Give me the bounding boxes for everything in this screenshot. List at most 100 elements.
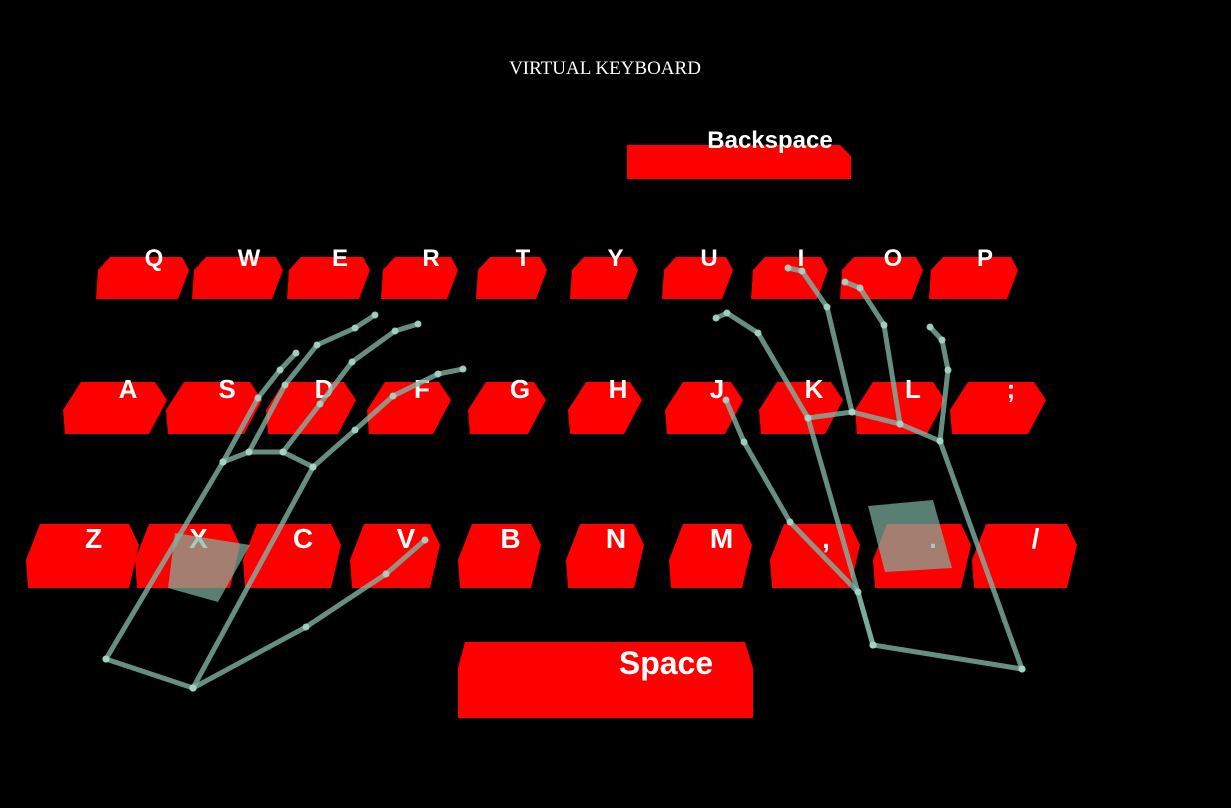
key-d[interactable]: D <box>266 374 356 434</box>
key-slash[interactable]: / <box>972 523 1077 588</box>
key-z[interactable]: Z <box>26 523 139 588</box>
left-hand-joint <box>351 324 359 332</box>
key-y[interactable]: Y <box>570 245 638 299</box>
right-hand-bone <box>713 310 811 421</box>
right-hand-bone <box>927 324 951 444</box>
key-semicolon-cap <box>950 382 1046 434</box>
key-h-label: H <box>609 374 628 404</box>
right-hand-joint <box>723 309 731 317</box>
key-n[interactable]: N <box>566 523 644 588</box>
key-z-cap <box>26 524 139 588</box>
key-r-cap <box>381 257 458 299</box>
backspace-key-cap <box>627 145 851 179</box>
key-k-label: K <box>805 374 824 404</box>
key-o-label: O <box>884 245 903 272</box>
key-q-cap <box>96 257 189 299</box>
key-h-cap <box>568 382 642 434</box>
key-d-cap <box>266 382 356 434</box>
right-hand <box>712 264 1026 673</box>
left-hand-joint <box>102 655 110 663</box>
key-a[interactable]: A <box>63 374 167 434</box>
right-hand-joint <box>944 366 952 374</box>
hand-overlay <box>102 264 1026 692</box>
left-hand <box>102 311 467 692</box>
key-semicolon-label: ; <box>1007 374 1016 404</box>
key-g[interactable]: G <box>468 374 546 434</box>
key-u[interactable]: U <box>662 245 733 299</box>
key-i-cap <box>751 257 828 299</box>
key-t[interactable]: T <box>476 245 547 299</box>
right-hand-thumb-pad <box>868 500 952 572</box>
left-hand-joint <box>254 394 262 402</box>
key-s[interactable]: S <box>166 374 262 434</box>
right-hand-bone <box>870 642 1025 672</box>
right-hand-joint <box>896 420 904 428</box>
backspace-key[interactable]: Backspace <box>627 127 851 179</box>
left-hand-joint <box>313 341 321 349</box>
right-hand-joint <box>926 323 934 331</box>
key-a-label: A <box>119 374 138 404</box>
key-j-label: J <box>710 374 724 404</box>
key-t-cap <box>476 257 547 299</box>
left-hand-joint <box>351 426 359 434</box>
right-hand-joint <box>841 278 849 286</box>
left-hand-thumb-pad <box>168 533 250 602</box>
key-v[interactable]: V <box>350 523 440 588</box>
left-hand-joint <box>292 349 300 357</box>
left-hand-joint <box>382 570 390 578</box>
key-f-cap <box>367 382 451 434</box>
left-hand-joint <box>391 327 399 335</box>
left-hand-joint <box>302 623 310 631</box>
left-hand-joint <box>279 448 287 456</box>
key-i[interactable]: I <box>751 245 828 299</box>
key-y-cap <box>570 257 638 299</box>
key-n-cap <box>566 524 644 588</box>
key-f[interactable]: F <box>367 374 451 434</box>
left-hand-bone <box>103 656 196 691</box>
right-hand-joint <box>854 588 862 596</box>
key-w[interactable]: W <box>192 245 283 299</box>
space-key-cap <box>458 642 753 718</box>
left-hand-joint <box>276 366 284 374</box>
key-q[interactable]: Q <box>96 245 189 299</box>
left-hand-joint <box>309 463 317 471</box>
key-p-label: P <box>977 245 993 272</box>
right-hand-bone <box>785 265 855 415</box>
key-t-label: T <box>516 245 531 272</box>
right-hand-joint <box>754 329 762 337</box>
key-e-cap <box>287 257 370 299</box>
key-e-label: E <box>332 245 348 272</box>
space-key[interactable]: Space <box>458 642 753 718</box>
key-semicolon[interactable]: ; <box>950 374 1046 434</box>
key-r[interactable]: R <box>381 245 458 299</box>
right-hand-joint <box>798 267 806 275</box>
left-hand-joint <box>219 458 227 466</box>
key-l[interactable]: L <box>855 374 945 434</box>
key-b-cap <box>458 524 541 588</box>
key-j-cap <box>665 382 743 434</box>
key-g-cap <box>468 382 546 434</box>
right-hand-bone <box>805 409 1025 672</box>
right-hand-joint <box>880 321 888 329</box>
key-c[interactable]: C <box>243 523 341 588</box>
key-y-label: Y <box>607 245 623 272</box>
space-key-label: Space <box>619 645 713 681</box>
key-l-label: L <box>905 374 921 404</box>
key-j[interactable]: J <box>665 374 743 434</box>
key-w-cap <box>192 257 283 299</box>
key-h[interactable]: H <box>568 374 642 434</box>
left-hand-bone <box>220 350 299 465</box>
key-b[interactable]: B <box>458 523 541 588</box>
right-hand-joint <box>856 284 864 292</box>
key-p[interactable]: P <box>929 245 1018 299</box>
left-hand-joint <box>434 370 442 378</box>
left-hand-joint <box>348 358 356 366</box>
key-m[interactable]: M <box>669 523 752 588</box>
key-layer: QWERTYUIOPASDFGHJKL;ZXCVBNM,./BackspaceS… <box>26 127 1077 718</box>
key-e[interactable]: E <box>287 245 370 299</box>
right-hand-joint <box>848 408 856 416</box>
key-o-cap <box>840 257 923 299</box>
key-c-label: C <box>293 523 313 554</box>
right-hand-joint <box>936 437 944 445</box>
key-o[interactable]: O <box>840 245 923 299</box>
